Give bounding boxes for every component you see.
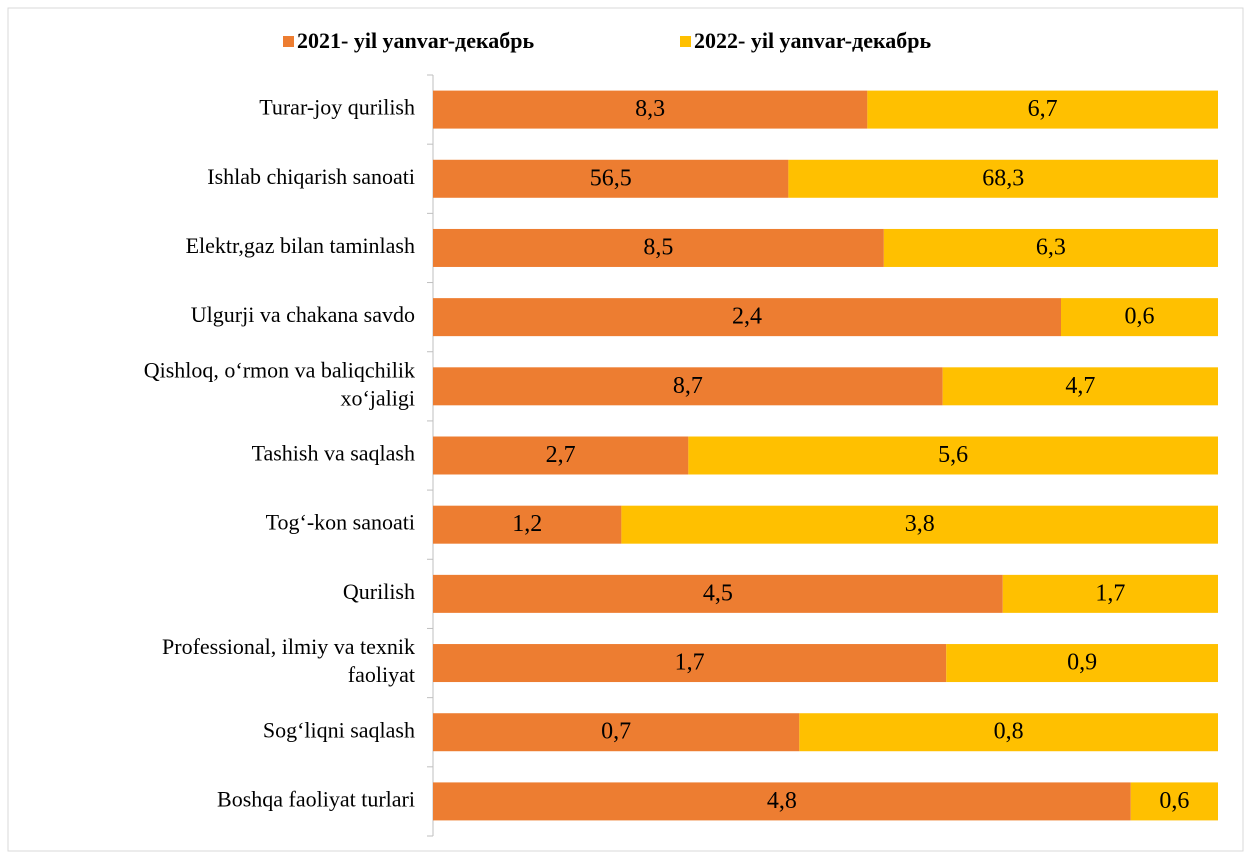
value-label: 6,7	[1028, 96, 1058, 122]
category-label: Sog‘liqni saqlash	[263, 717, 415, 742]
value-label: 1,2	[512, 511, 542, 537]
bar-segment	[1002, 574, 1218, 613]
value-label: 2,7	[546, 442, 576, 468]
value-label: 8,5	[643, 234, 673, 260]
value-label: 5,6	[938, 442, 968, 468]
value-label: 1,7	[675, 650, 705, 676]
bar-segment	[433, 574, 1003, 613]
legend-label: 2021- yil yanvar-декабрь	[297, 28, 535, 53]
category-label: Professional, ilmiy va texnik faoliyat	[162, 634, 415, 687]
value-label: 0,6	[1159, 788, 1189, 814]
category-label: Qishloq, o‘rmon va baliqchilik xo‘jaligi	[144, 357, 415, 410]
category-label: Boshqa faoliyat turlari	[217, 786, 415, 811]
bar-segment	[621, 505, 1218, 544]
bar-segment	[433, 713, 800, 752]
bar-segment	[433, 298, 1061, 337]
bar-segment	[883, 228, 1218, 267]
value-label: 3,8	[905, 511, 935, 537]
category-label: Elektr,gaz bilan taminlash	[186, 233, 415, 258]
bar-segment	[433, 367, 943, 406]
bar-segment	[433, 644, 947, 683]
value-label: 2,4	[732, 304, 762, 330]
bar-segment	[433, 436, 689, 475]
value-label: 0,9	[1067, 650, 1097, 676]
value-label: 0,6	[1125, 304, 1155, 330]
category-label: Ulgurji va chakana savdo	[191, 302, 415, 327]
value-label: 56,5	[590, 165, 632, 191]
bar-segment	[433, 782, 1131, 821]
bar-segment	[433, 90, 868, 129]
bar-segment	[946, 644, 1218, 683]
bar-segment	[433, 159, 789, 198]
bar-segment	[688, 436, 1218, 475]
category-label: Tashish va saqlash	[252, 441, 415, 466]
value-label: 0,8	[994, 719, 1024, 745]
bar-segment	[433, 228, 884, 267]
bar-segment	[942, 367, 1218, 406]
value-label: 6,3	[1036, 234, 1066, 260]
value-label: 8,3	[635, 96, 665, 122]
bar-segment	[1130, 782, 1218, 821]
bar-segment	[433, 505, 622, 544]
legend-swatch	[283, 36, 294, 47]
category-label: Ishlab chiqarish sanoati	[207, 164, 415, 189]
value-label: 4,8	[767, 788, 797, 814]
category-label: Qurilish	[343, 579, 415, 604]
value-label: 68,3	[982, 165, 1024, 191]
bar-segment	[788, 159, 1218, 198]
bar-segment	[1061, 298, 1218, 337]
value-label: 0,7	[601, 719, 631, 745]
category-label: Turar-joy qurilish	[259, 95, 415, 120]
category-label: Tog‘-kon sanoati	[266, 510, 415, 535]
chart-frame	[7, 7, 1244, 852]
value-label: 8,7	[673, 373, 703, 399]
value-label: 1,7	[1095, 580, 1125, 606]
value-label: 4,5	[703, 580, 733, 606]
legend-swatch	[680, 36, 691, 47]
legend-label: 2022- yil yanvar-декабрь	[694, 28, 932, 53]
value-label: 4,7	[1065, 373, 1095, 399]
bar-segment	[867, 90, 1218, 129]
bar-segment	[799, 713, 1218, 752]
